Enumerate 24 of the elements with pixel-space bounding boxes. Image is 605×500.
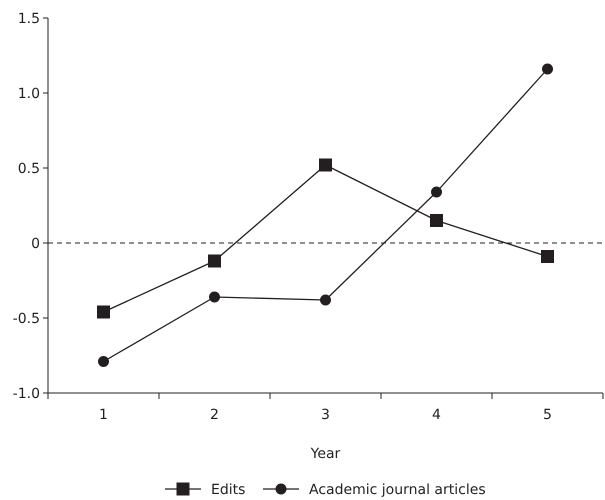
point	[430, 214, 443, 227]
y-tick-label: -0.5	[12, 310, 40, 327]
point	[209, 292, 220, 302]
point	[541, 250, 554, 263]
x-axis-title: Year	[310, 446, 341, 462]
y-tick-label: 0.5	[18, 160, 40, 177]
x-tick-label: 1	[99, 407, 108, 423]
point	[320, 294, 331, 306]
y-tick-label: -1.0	[12, 386, 40, 402]
legend-label: Edits	[211, 482, 246, 498]
point	[542, 64, 553, 74]
y-tick-label: 0	[31, 236, 40, 252]
point	[97, 306, 110, 318]
x-tick-label: 5	[543, 407, 552, 423]
point	[431, 186, 442, 198]
point	[98, 356, 109, 367]
point	[319, 158, 332, 172]
point	[208, 254, 221, 268]
legend-label: Academic journal articles	[309, 482, 486, 498]
y-tick-label: 1.0	[18, 86, 40, 102]
x-tick-label: 4	[432, 407, 442, 423]
x-tick-label: 2	[210, 407, 219, 423]
x-tick-label: 3	[321, 407, 330, 423]
y-tick-label: 1.5	[18, 10, 40, 27]
